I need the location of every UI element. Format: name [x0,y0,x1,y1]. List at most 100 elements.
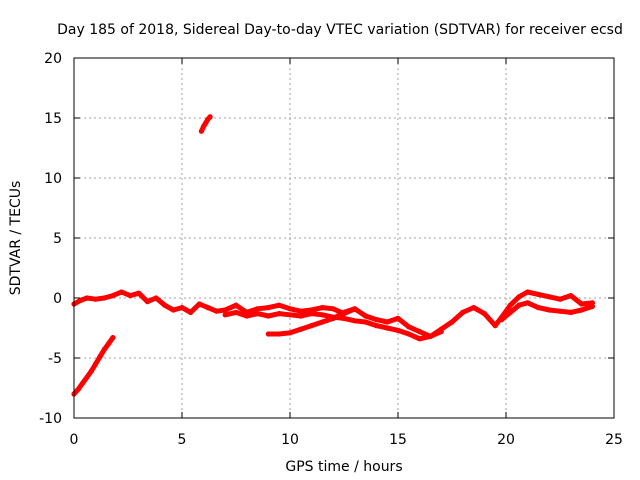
y-tick-label: 20 [44,51,62,67]
data-point [153,295,159,301]
data-point [499,317,505,323]
data-point [330,306,336,312]
data-point [395,327,401,333]
data-point [136,290,142,296]
data-point [481,311,487,317]
y-tick-label: 10 [44,171,62,187]
data-point [207,114,213,120]
data-point [492,323,498,329]
data-point [568,309,574,315]
data-point [546,294,552,300]
data-point [170,307,176,313]
data-point [525,300,531,306]
y-axis-label: SDTVAR / TECUs [8,181,24,296]
data-point [276,302,282,308]
data-point [352,318,358,324]
data-point [373,323,379,329]
x-axis-ticks: 0 5 10 15 20 25 [70,58,623,448]
data-point [319,305,325,311]
x-tick-label: 25 [605,432,623,448]
data-point [384,325,390,331]
data-point [557,308,563,314]
data-point [265,305,271,311]
data-point [233,309,239,315]
data-point [406,324,412,330]
data-point [75,386,81,392]
data-point [80,380,86,386]
data-point [198,128,204,134]
series-SDTVAR-high-segment [198,114,213,134]
data-point [535,291,542,297]
y-tick-label: 0 [53,291,62,307]
data-point [417,336,423,342]
x-tick-label: 20 [497,432,515,448]
data-point [384,319,390,325]
data-point [287,312,293,318]
data-point [101,347,107,353]
data-point [309,311,315,317]
data-point [516,294,522,300]
data-point [589,303,596,309]
data-point [330,314,336,320]
data-series [71,114,596,397]
data-point [460,309,466,315]
data-point [106,341,112,347]
data-point [471,305,477,311]
data-point [373,317,379,323]
data-point [255,306,261,312]
data-point [319,312,325,318]
data-point [188,309,194,315]
data-point [438,329,444,335]
series-SDTVAR-main [71,289,596,339]
data-point [110,335,116,341]
y-tick-label: 15 [44,111,62,127]
data-point [222,312,228,318]
data-point [579,301,585,307]
data-point [589,300,596,306]
data-point [255,311,261,317]
data-point [557,296,563,302]
data-point [507,309,513,315]
data-point [579,307,585,313]
data-point [93,296,99,302]
data-point [449,319,455,325]
data-point [287,330,293,336]
data-point [406,331,412,337]
data-point [93,361,99,367]
data-point [298,326,304,332]
y-tick-label: 5 [53,231,62,247]
data-point [352,306,358,312]
x-tick-label: 5 [178,432,187,448]
series-line [71,335,116,397]
series-SDTVAR-early-descent [71,335,116,397]
data-point [287,306,293,312]
series-line [499,300,595,323]
data-point [127,293,133,299]
data-point [341,315,347,321]
y-tick-label: -5 [48,351,62,367]
data-point [196,301,202,307]
data-point [144,299,150,305]
x-tick-label: 15 [389,432,407,448]
data-point [179,305,185,311]
data-point [525,289,531,295]
data-point [363,319,369,325]
grid [74,58,614,418]
data-point [84,374,90,380]
data-point [395,315,401,321]
data-point [265,331,271,337]
data-point [110,293,116,299]
data-point [118,289,125,295]
data-point [222,307,228,313]
data-point [276,311,282,317]
data-point [417,329,423,335]
data-point [427,333,433,339]
data-point [97,354,103,360]
data-point [84,295,90,301]
chart-title: Day 185 of 2018, Sidereal Day-to-day VTE… [57,22,623,38]
data-point [101,295,107,301]
data-point [214,308,220,314]
data-point [507,302,513,308]
series-SDTVAR-lower-loop [265,306,358,337]
